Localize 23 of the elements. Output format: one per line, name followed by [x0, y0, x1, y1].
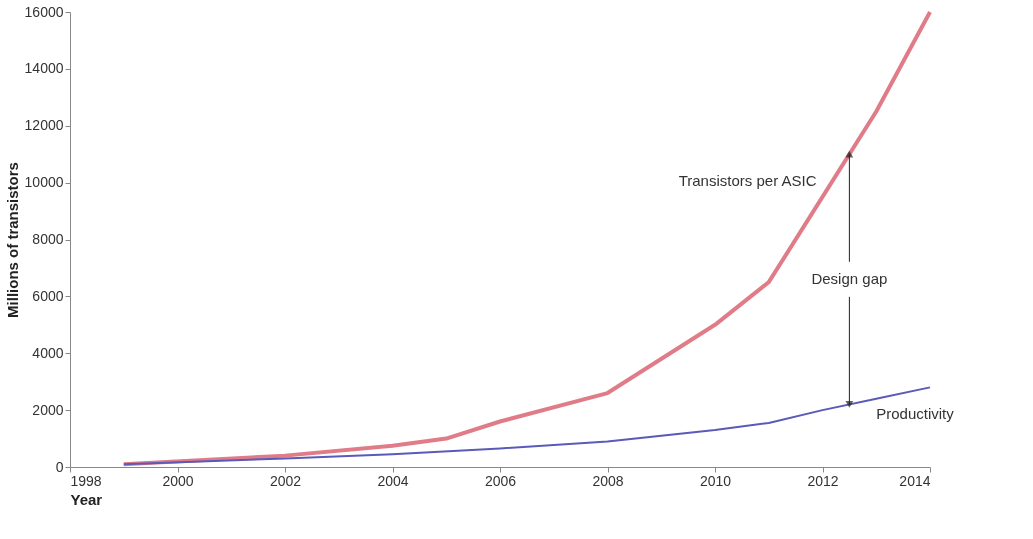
y-tick-label: 4000 [32, 344, 64, 361]
x-tick-label: 2002 [269, 472, 302, 489]
y-tick-label: 0 [55, 458, 64, 475]
x-tick-label: 1998 [70, 472, 102, 489]
x-tick-label: 2008 [592, 472, 624, 489]
x-tick-label: 2006 [484, 472, 517, 489]
x-tick-label: 2014 [899, 472, 931, 489]
y-tick-label: 14000 [24, 60, 64, 77]
x-tick-label: 2010 [699, 472, 732, 489]
y-tick-label: 10000 [24, 174, 64, 191]
y-tick-label: 2000 [32, 401, 64, 418]
y-tick-label: 6000 [32, 287, 64, 304]
y-tick-label: 16000 [24, 3, 64, 20]
x-axis-title: Year [70, 490, 103, 508]
x-tick-label: 2004 [377, 472, 409, 489]
annotation: Design gap [811, 270, 888, 288]
y-tick-label: 12000 [24, 117, 64, 134]
y-tick-label: 8000 [32, 231, 64, 247]
x-tick-label: 2012 [807, 472, 839, 489]
x-tick-label: 2000 [162, 472, 194, 489]
y-axis-title: Millions of transistors [3, 162, 21, 318]
series-label: Transistors per ASIC [678, 171, 817, 189]
series-label: Productivity [876, 404, 955, 422]
